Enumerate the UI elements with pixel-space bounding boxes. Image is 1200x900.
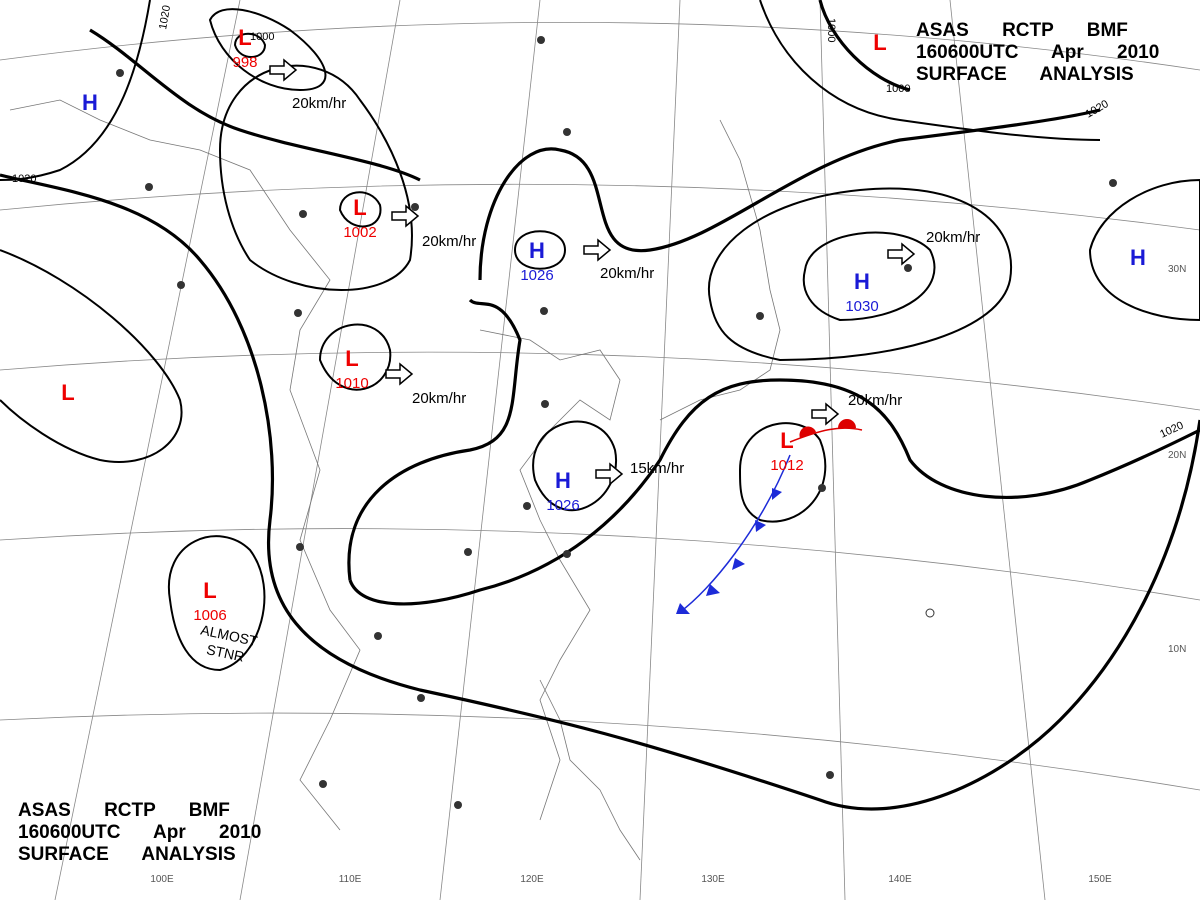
motion-arrow [811,402,840,426]
center-letter: L [345,346,358,371]
longitude-label: 130E [701,874,725,885]
isobar-label: 1000 [886,83,910,95]
longitude-label: 100E [150,874,174,885]
center-letter: L [353,195,366,220]
isobars [0,0,1200,811]
header-line: ASAS RCTP BMF [916,20,1128,41]
motion-arrow [391,204,420,228]
isobar-label: 1020 [157,4,173,30]
isobar-label: 1000 [825,18,837,42]
latitude-label: 30N [1168,264,1186,275]
center-pressure: 1026 [546,497,579,514]
motion-label: 20km/hr [600,265,654,282]
header-line: SURFACE ANALYSIS [916,64,1134,85]
header-line: 160600UTC Apr 2010 [916,42,1159,63]
annotation: STNR [205,641,246,665]
fronts [676,419,863,614]
center-letter: L [61,380,74,405]
motion-arrow [269,58,298,82]
longitude-label: 140E [888,874,912,885]
motion-arrow [583,238,612,262]
center-pressure: 1030 [845,298,878,315]
center-letter: H [854,269,870,294]
motion-arrow [385,362,414,386]
center-letter: L [238,25,251,50]
center-letter: H [529,238,545,263]
isobar-label: 1020 [12,173,36,185]
motion-label: 15km/hr [630,460,684,477]
center-pressure: 1006 [193,607,226,624]
motion-label: 20km/hr [412,390,466,407]
motion-label: 20km/hr [292,95,346,112]
latitude-label: 20N [1168,450,1186,461]
footer-line: ASAS RCTP BMF [18,800,230,821]
center-pressure: 1010 [335,375,368,392]
center-pressure: 1026 [520,267,553,284]
center-pressure: 1012 [770,457,803,474]
motion-arrow [887,242,916,266]
motion-label: 20km/hr [422,233,476,250]
latitude-label: 10N [1168,644,1186,655]
center-letter: L [203,578,216,603]
center-letter: L [780,428,793,453]
center-pressure: 998 [232,54,257,71]
motion-arrow [595,462,624,486]
center-letter: H [555,468,571,493]
center-letter: L [873,30,886,55]
isobar-label: 1000 [250,31,274,43]
motion-label: 20km/hr [848,392,902,409]
center-pressure: 1002 [343,224,376,241]
center-letter: H [82,90,98,115]
footer-line: SURFACE ANALYSIS [18,844,236,865]
longitude-label: 110E [339,874,362,885]
longitude-label: 120E [520,874,544,885]
motion-label: 20km/hr [926,229,980,246]
footer-line: 160600UTC Apr 2010 [18,822,261,843]
stations [116,36,1117,809]
center-letter: H [1130,245,1146,270]
longitude-label: 150E [1088,874,1112,885]
